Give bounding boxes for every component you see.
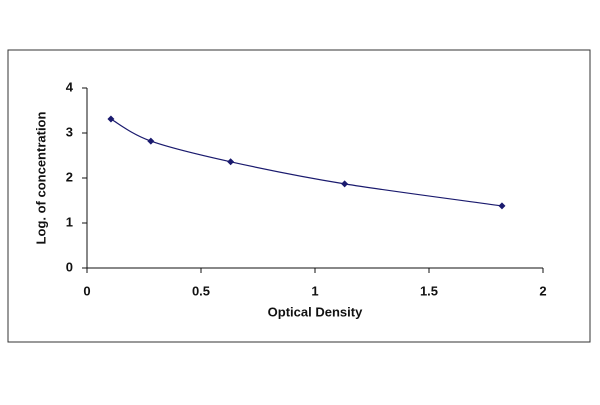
data-point — [341, 180, 349, 188]
fit-curve — [110, 118, 503, 207]
data-point — [147, 137, 155, 145]
x-tick-label: 0.5 — [192, 283, 210, 298]
y-tick-label: 3 — [66, 124, 73, 139]
y-tick-label: 1 — [66, 214, 73, 229]
x-tick-label: 1.5 — [420, 283, 438, 298]
x-tick-label: 2 — [539, 283, 546, 298]
data-point — [107, 115, 115, 123]
chart-frame — [7, 49, 591, 343]
y-tick-label: 4 — [66, 79, 74, 94]
data-point — [498, 202, 506, 210]
x-axis-label: Optical Density — [268, 304, 363, 319]
y-tick-label: 0 — [66, 259, 73, 274]
x-tick-label: 0 — [83, 283, 90, 298]
y-axis-label: Log. of concentration — [33, 112, 48, 245]
x-tick-label: 1 — [311, 283, 318, 298]
y-tick-label: 2 — [66, 169, 73, 184]
data-point — [227, 158, 235, 166]
